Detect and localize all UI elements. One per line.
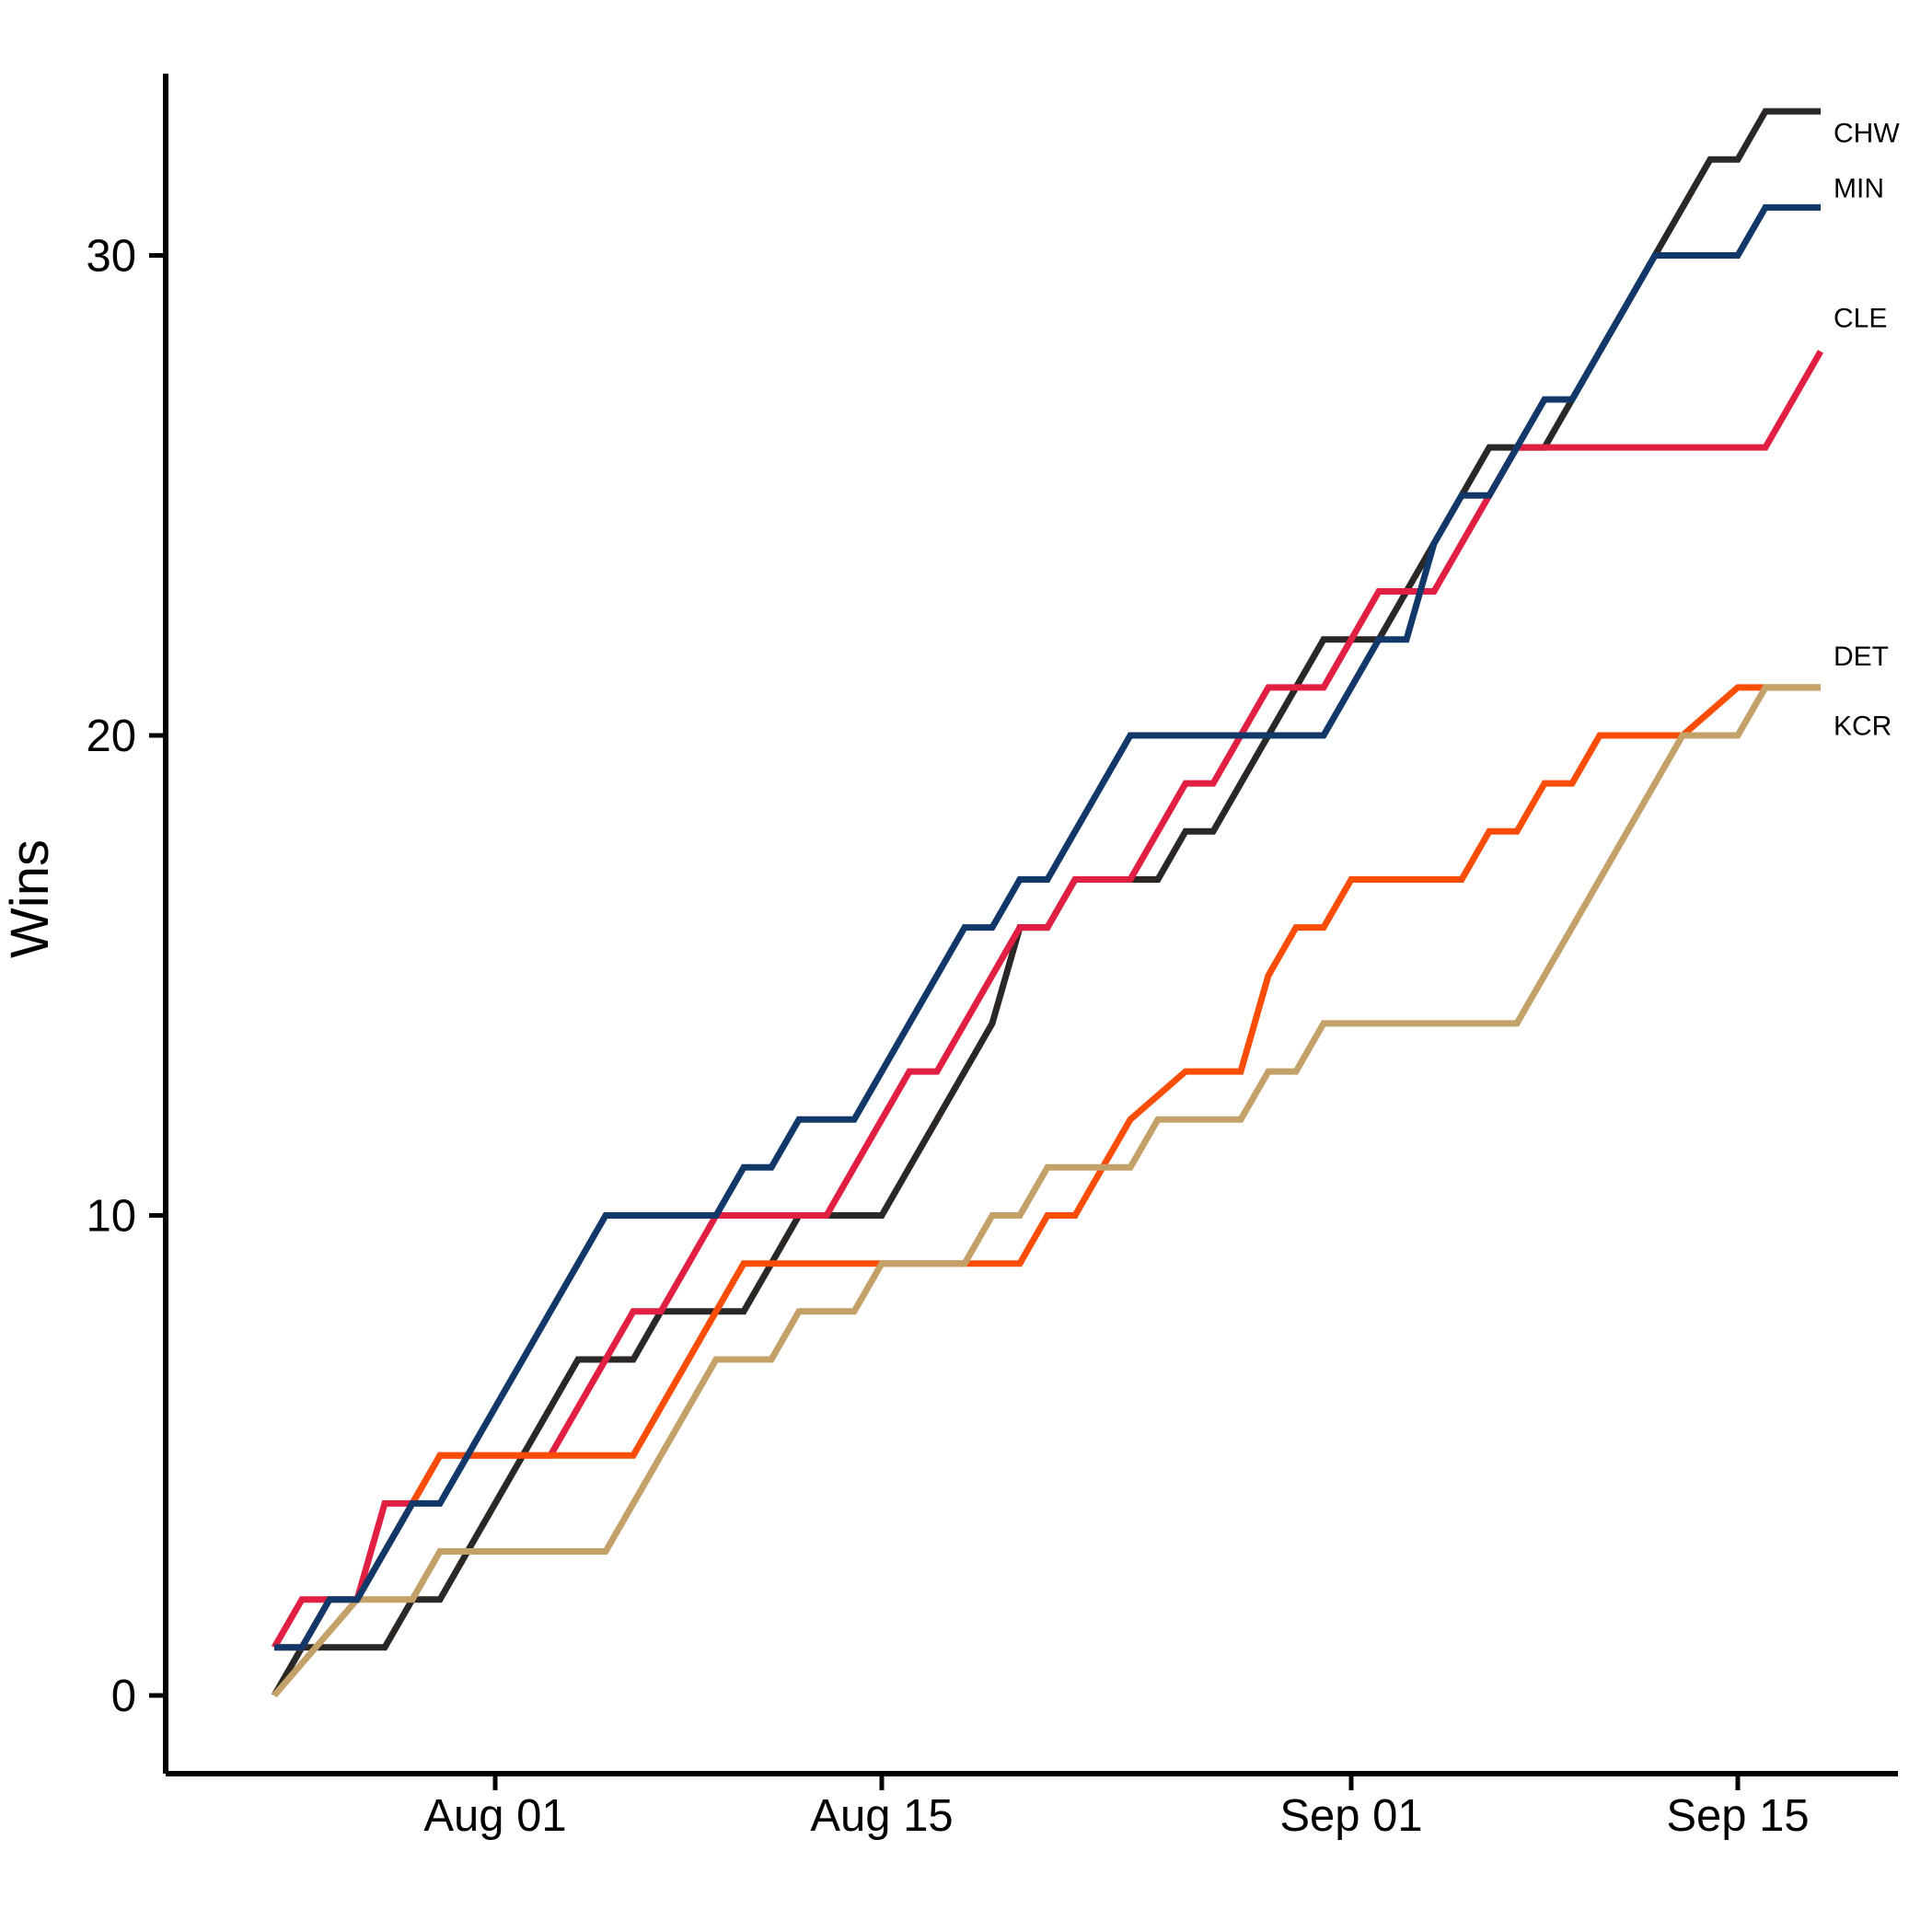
series-label-CLE: CLE [1834,303,1887,333]
series-line-DET [274,684,1821,1651]
y-tick-label: 30 [86,232,136,282]
series-line-MIN [274,203,1821,1651]
series-line-KCR [272,684,1821,1698]
y-axis-title: Wins [0,839,60,958]
y-tick-label: 20 [86,711,136,761]
y-tick-label: 10 [86,1192,136,1242]
x-tick-label: Aug 01 [423,1791,566,1841]
x-tick-label: Sep 01 [1279,1791,1422,1841]
series-label-CHW: CHW [1834,119,1900,149]
x-tick-label: Aug 15 [810,1791,953,1841]
series-label-DET: DET [1834,642,1889,672]
series-label-MIN: MIN [1834,173,1884,203]
x-tick-label: Sep 15 [1666,1791,1809,1841]
series-label-KCR: KCR [1834,711,1892,742]
y-tick-label: 0 [111,1672,136,1721]
